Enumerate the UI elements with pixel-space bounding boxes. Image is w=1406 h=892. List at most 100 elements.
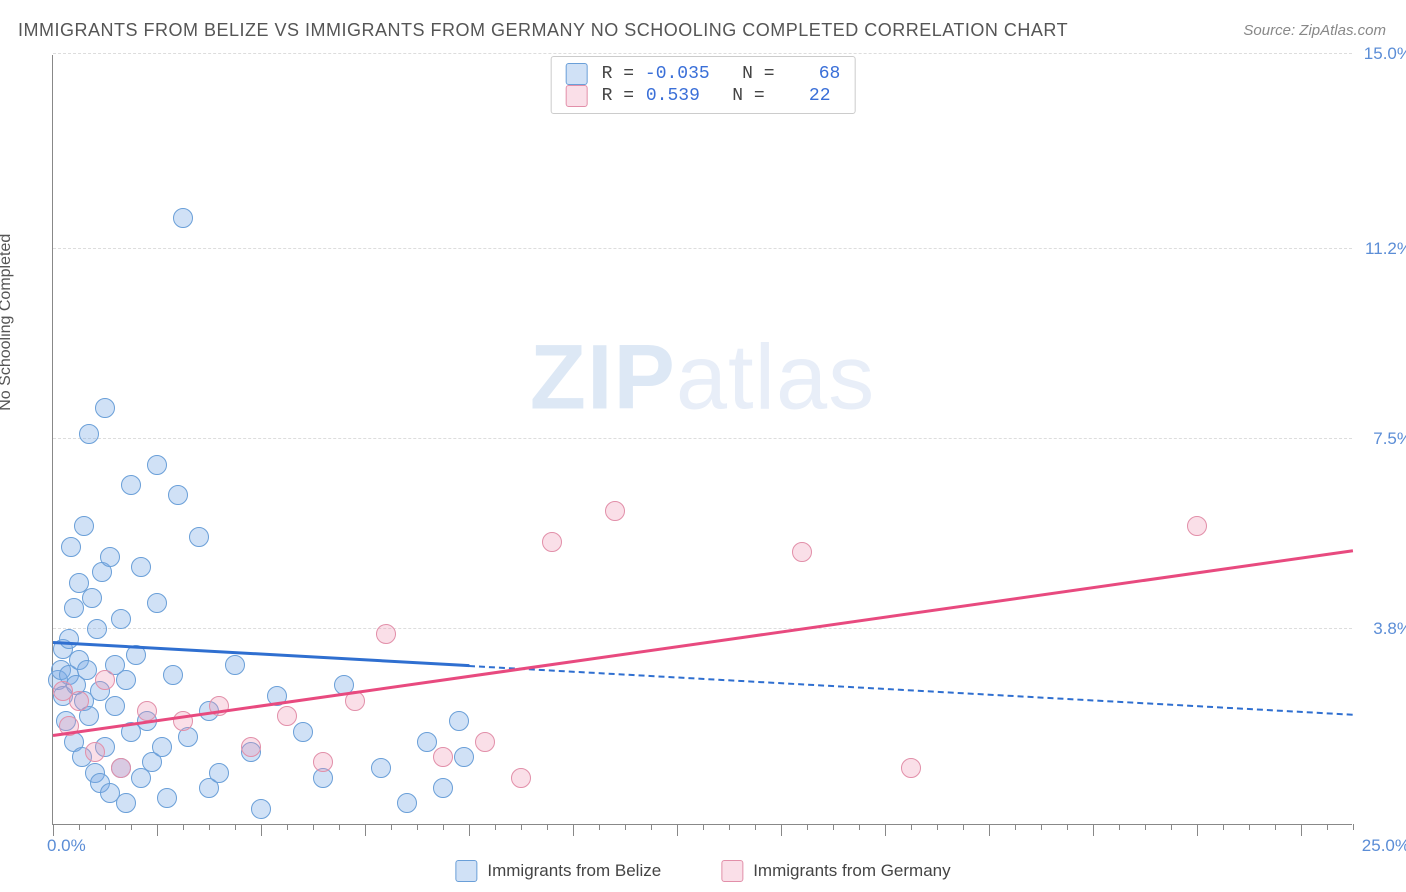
x-tick (573, 824, 574, 836)
chart-title: IMMIGRANTS FROM BELIZE VS IMMIGRANTS FRO… (18, 20, 1068, 41)
data-point (116, 670, 136, 690)
data-point (225, 655, 245, 675)
x-tick (625, 824, 626, 830)
legend-swatch (455, 860, 477, 882)
legend-stat-text: R = -0.035 N = 68 (602, 64, 841, 84)
data-point (433, 778, 453, 798)
data-point (157, 788, 177, 808)
data-point (241, 737, 261, 757)
x-tick (599, 824, 600, 830)
x-tick (339, 824, 340, 830)
data-point (77, 660, 97, 680)
x-tick (313, 824, 314, 830)
x-tick (1015, 824, 1016, 830)
data-point (59, 629, 79, 649)
x-tick (443, 824, 444, 830)
x-tick (1041, 824, 1042, 830)
data-point (105, 696, 125, 716)
gridline (53, 628, 1352, 629)
x-tick (1171, 824, 1172, 830)
data-point (901, 758, 921, 778)
x-tick (885, 824, 886, 836)
data-point (95, 398, 115, 418)
data-point (168, 485, 188, 505)
data-point (417, 732, 437, 752)
data-point (189, 527, 209, 547)
x-tick (911, 824, 912, 830)
x-tick (937, 824, 938, 830)
x-tick (53, 824, 54, 836)
gridline (53, 248, 1352, 249)
legend-swatch (721, 860, 743, 882)
x-tick (469, 824, 470, 836)
x-tick (1119, 824, 1120, 830)
legend-swatch (566, 63, 588, 85)
legend-stat-text: R = 0.539 N = 22 (602, 86, 831, 106)
y-tick-label: 15.0% (1364, 44, 1406, 64)
x-tick (547, 824, 548, 830)
data-point (152, 737, 172, 757)
data-point (277, 706, 297, 726)
data-point (475, 732, 495, 752)
data-point (605, 501, 625, 521)
x-min-label: 0.0% (47, 836, 86, 856)
data-point (64, 598, 84, 618)
x-tick (365, 824, 366, 836)
data-point (116, 793, 136, 813)
x-tick (131, 824, 132, 830)
x-tick (157, 824, 158, 836)
legend-swatch (566, 85, 588, 107)
x-tick (1249, 824, 1250, 830)
data-point (87, 619, 107, 639)
data-point (69, 691, 89, 711)
source-prefix: Source: (1243, 22, 1299, 39)
series-legend: Immigrants from BelizeImmigrants from Ge… (455, 860, 950, 882)
data-point (376, 624, 396, 644)
x-tick (209, 824, 210, 830)
x-tick (495, 824, 496, 830)
legend-label: Immigrants from Germany (753, 861, 950, 881)
trendline (469, 665, 1353, 716)
gridline (53, 438, 1352, 439)
x-tick (1067, 824, 1068, 830)
data-point (121, 475, 141, 495)
x-tick (833, 824, 834, 830)
x-tick (105, 824, 106, 830)
x-tick (729, 824, 730, 830)
x-tick (1353, 824, 1354, 830)
x-tick (859, 824, 860, 830)
x-tick (183, 824, 184, 830)
data-point (454, 747, 474, 767)
data-point (371, 758, 391, 778)
x-tick (1301, 824, 1302, 836)
correlation-legend: R = -0.035 N = 68R = 0.539 N = 22 (551, 56, 856, 114)
data-point (137, 701, 157, 721)
y-tick-label: 7.5% (1373, 429, 1406, 449)
x-tick (287, 824, 288, 830)
data-point (293, 722, 313, 742)
data-point (163, 665, 183, 685)
y-tick-label: 11.2% (1365, 239, 1406, 259)
trendline (53, 549, 1353, 737)
data-point (397, 793, 417, 813)
x-tick (235, 824, 236, 830)
data-point (111, 758, 131, 778)
y-tick-label: 3.8% (1373, 619, 1406, 639)
data-point (313, 752, 333, 772)
plot-area: ZIPatlas 3.8%7.5%11.2%15.0%0.0%25.0% (52, 55, 1352, 825)
y-axis-label: No Schooling Completed (0, 234, 15, 411)
x-tick (79, 824, 80, 830)
data-point (100, 547, 120, 567)
x-tick (651, 824, 652, 830)
x-tick (755, 824, 756, 830)
x-tick (417, 824, 418, 830)
watermark-zip: ZIP (530, 326, 676, 428)
data-point (82, 588, 102, 608)
legend-stat-row: R = 0.539 N = 22 (566, 85, 841, 107)
legend-item: Immigrants from Germany (721, 860, 950, 882)
x-tick (781, 824, 782, 836)
x-tick (1223, 824, 1224, 830)
source-name: ZipAtlas.com (1299, 22, 1386, 39)
legend-stat-row: R = -0.035 N = 68 (566, 63, 841, 85)
data-point (209, 763, 229, 783)
